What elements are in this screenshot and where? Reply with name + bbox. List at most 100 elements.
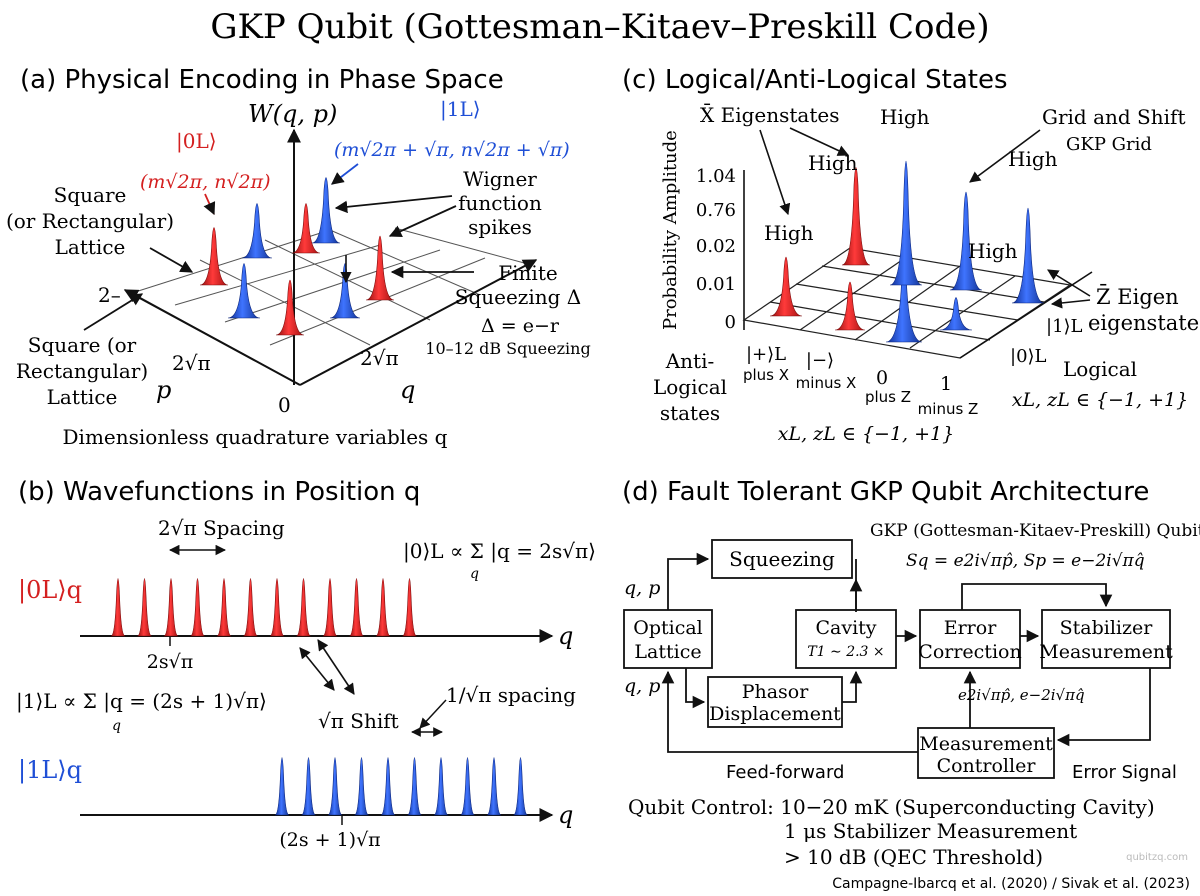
panel-b-heading: (b) Wavefunctions in Position q [18, 477, 420, 507]
state0-coords: (m√2π, n√2π) [140, 171, 271, 193]
q-tick-sqrt: 2√π [360, 346, 399, 370]
c-spike-red [841, 167, 871, 266]
c-x-tick-top: |+⟩L [746, 344, 786, 365]
wavefunction-peak [137, 578, 152, 637]
p-axis [123, 289, 301, 386]
wavefunction-peak [274, 757, 290, 816]
spacing2-arrow [419, 699, 447, 729]
conn-lattice-phasor [685, 668, 706, 709]
wigner-spikes [199, 177, 395, 336]
lattice-arrow [149, 247, 194, 273]
wavefunction-peak [327, 757, 343, 816]
c-bottom-set: xL, zL ∈ {−1, +1} [778, 423, 954, 445]
grid-arrow [969, 129, 1041, 183]
eq0-sub: q [470, 566, 479, 582]
row0-axis-label: q [558, 622, 573, 650]
wigner-label-line: spikes [468, 215, 532, 239]
row0-label: |0L⟩q [18, 576, 82, 605]
wavefunction-peak [407, 757, 422, 816]
shift-arrow [299, 647, 335, 691]
squeezing-equation: Δ = e−r [481, 315, 560, 337]
c-spike-red [769, 256, 803, 317]
wavefunction-peak [269, 578, 285, 637]
box-cavity-t1: T1 ∼ 2.3 × [807, 644, 884, 660]
xbar-arrow [759, 129, 791, 216]
lattice-label-2-line: Square (or [28, 333, 137, 357]
c-x-tick-bottom: minus Z [918, 400, 979, 418]
qp-bottom: q, p [624, 675, 660, 697]
c-y-tick: 0.01 [696, 274, 736, 295]
lattice-label-line: (or Rectangular) [6, 209, 174, 233]
feed-forward-label: Feed-forward [726, 762, 844, 783]
zbar-label-line: Z̄ Eigen [1096, 284, 1179, 309]
box-optical-label: Optical [633, 617, 703, 639]
wigner-arrow [388, 205, 457, 238]
spike-blue [311, 177, 341, 244]
panel-d-subtitle: GKP (Gottesman-Kitaev-Preskill) Qubit [870, 521, 1200, 541]
box-phasor-displacement [707, 676, 843, 728]
high-label: High [1008, 147, 1058, 171]
error-signal-label: Error Signal [1072, 762, 1177, 783]
box-phasor-label: Phasor [742, 681, 810, 703]
stabilizer-ops: Sq = e2i√πp̂, Sp = e−2i√πq̂ [906, 551, 1145, 571]
zbar-label-line: eigenstates [1088, 311, 1200, 335]
c-x-tick-top: 1 [940, 373, 952, 395]
logical-label: Logical [1063, 357, 1137, 381]
spike-blue [227, 263, 261, 319]
conn-feed-forward [661, 670, 918, 753]
watermark: qubitzq.com [1126, 852, 1188, 863]
figure-title: GKP Qubit (Gottesman–Kitaev–Preskill Cod… [210, 7, 989, 47]
eq0: |0⟩L ∝ Σ |q = 2s√π⟩ [403, 539, 596, 564]
grid-label-line: GKP Grid [1066, 134, 1152, 155]
q-axis-label: q [400, 376, 415, 404]
squeezing-label-line: Squeezing Δ [455, 285, 581, 309]
lattice-label-2-line: Lattice [47, 385, 118, 409]
panel-a: (a) Physical Encoding in Phase Space W(q… [6, 65, 591, 449]
comb-1 [274, 757, 528, 816]
eq1-sub: q [112, 718, 121, 734]
panel-b: (b) Wavefunctions in Position q 2√π Spac… [16, 477, 596, 851]
state1-arrow [331, 163, 359, 185]
anti-label-line: Logical [653, 375, 727, 399]
qp-top: q, p [624, 577, 660, 599]
wigner-label-line: Wigner [463, 167, 537, 191]
spike-red [275, 279, 305, 336]
c-y-tick: 0 [725, 312, 736, 333]
wavefunction-peak [110, 578, 126, 637]
spike-blue [329, 263, 361, 319]
w-axis-label: W(q, p) [248, 100, 337, 128]
lattice-label-2-line: Rectangular) [16, 359, 148, 383]
c-y-ticks: 1.04 0.76 0.02 0.01 0 [696, 166, 736, 333]
c-x-tick-bottom: plus Z [865, 388, 911, 406]
citation: Campagne-Ibarcq et al. (2020) / Sivak et… [832, 876, 1190, 892]
c-spike-blue [1011, 207, 1045, 304]
panel-c-ylabel: Probability Amplitude [660, 130, 681, 330]
p-tick-2: 2– [98, 283, 121, 307]
box-ec-label: Correction [918, 641, 1021, 663]
conn-lattice-squeezing [667, 552, 710, 610]
state1-coords: (m√2π + √π, n√2π + √π) [334, 139, 570, 161]
wavefunction-peak [349, 578, 364, 637]
p-axis-label: p [156, 376, 171, 404]
wavefunction-peak [354, 757, 369, 816]
shift-label: √π Shift [318, 709, 399, 733]
wavefunction-peak [243, 578, 258, 637]
box-optical-label: Lattice [634, 641, 701, 663]
c-spike-blue [889, 161, 923, 286]
wigner-arrow [334, 195, 453, 214]
box-squeezing-label: Squeezing [729, 547, 835, 571]
xbar-arrow [789, 127, 850, 156]
conn-stab-mc [1056, 668, 1151, 747]
panel-d: (d) Fault Tolerant GKP Qubit Architectur… [622, 477, 1200, 869]
c-x-tick-bottom: plus X [743, 366, 789, 384]
box-mc-label: Controller [937, 755, 1037, 777]
ket0-label: |0⟩L [1010, 346, 1047, 367]
box-ec-label: Error [944, 617, 997, 639]
spike-red [365, 235, 395, 301]
ket1-label: |1⟩L [1046, 316, 1083, 337]
spacing-label: 2√π Spacing [158, 516, 285, 540]
comb-0 [110, 578, 417, 637]
conn-ec-stab-top [961, 583, 1113, 610]
panel-c-heading: (c) Logical/Anti-Logical States [622, 65, 1008, 95]
